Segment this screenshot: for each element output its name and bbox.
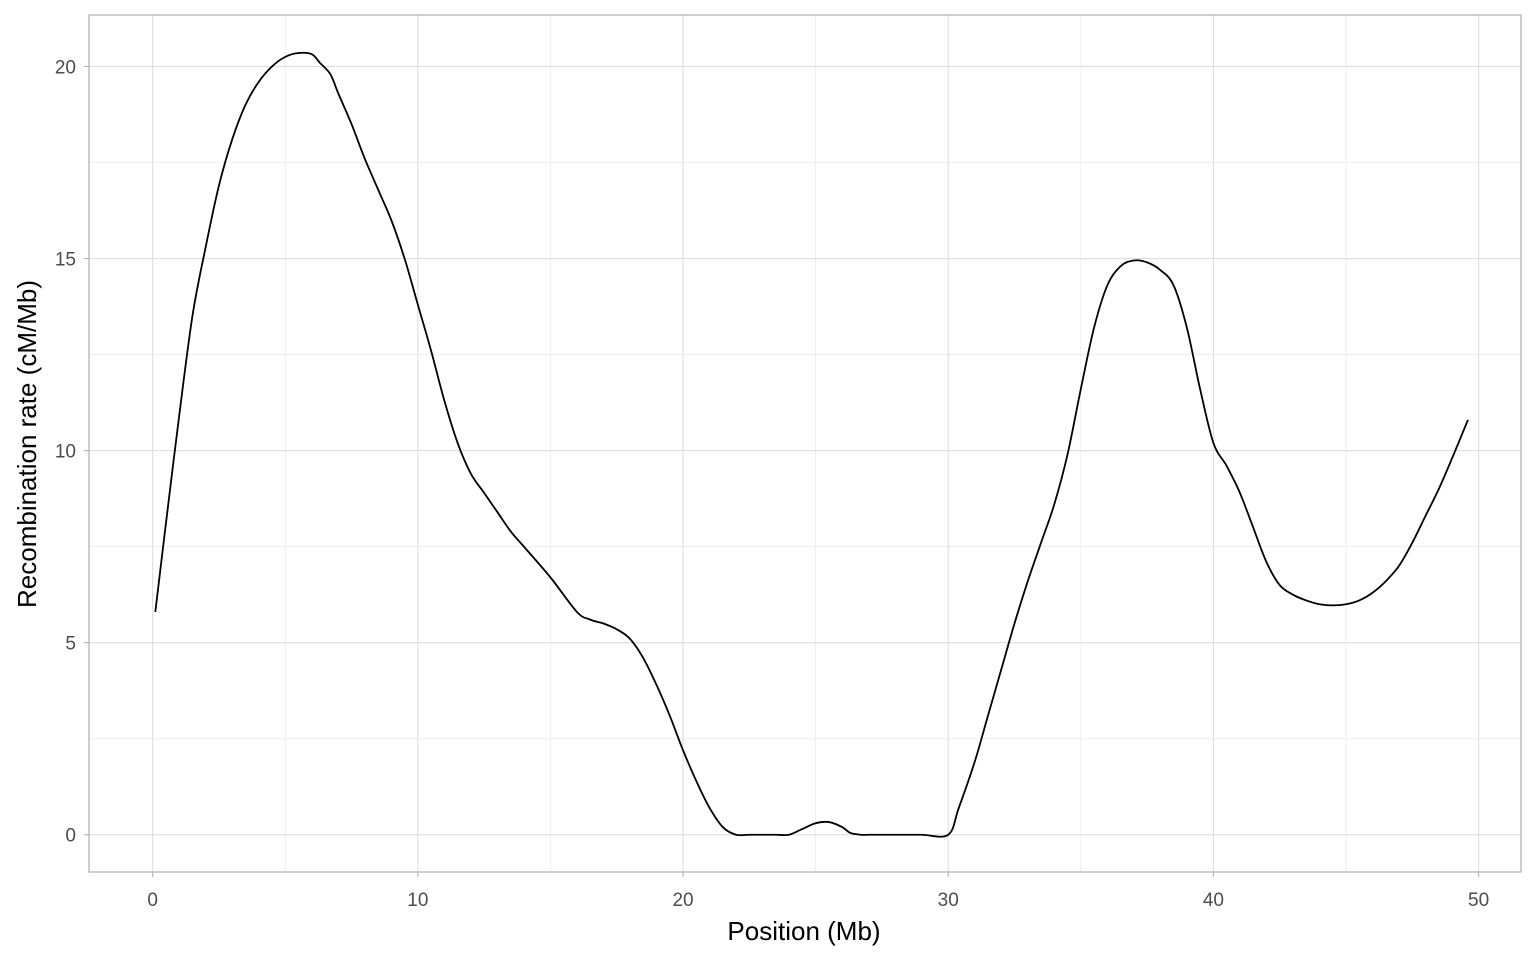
y-tick-label: 0 [65, 826, 76, 847]
x-tick-label: 30 [938, 890, 959, 911]
x-axis-tick-labels: 0 10 20 30 40 50 [147, 890, 1489, 911]
major-gridlines-x [152, 15, 1480, 872]
y-tick-label: 5 [65, 634, 76, 655]
plot-panel-border [88, 14, 1522, 873]
minor-gridlines-y [89, 162, 1521, 740]
x-tick-label: 0 [147, 890, 158, 911]
recombination-rate-line [154, 51, 1469, 838]
y-axis-ticks [84, 65, 89, 836]
y-tick-label: 15 [55, 250, 76, 271]
y-axis-tick-labels: 0 5 10 15 20 [55, 57, 76, 846]
x-tick-label: 50 [1468, 890, 1489, 911]
y-axis-title: Recombination rate (cM/Mb) [12, 280, 42, 608]
series-layer [154, 51, 1469, 838]
x-tick-label: 20 [672, 890, 693, 911]
x-axis-ticks [152, 872, 1480, 877]
y-tick-label: 10 [55, 442, 76, 463]
x-tick-label: 10 [407, 890, 428, 911]
major-gridlines-y [89, 65, 1521, 836]
minor-gridlines-x [284, 15, 1347, 872]
y-tick-label: 20 [55, 57, 76, 78]
x-tick-label: 40 [1203, 890, 1224, 911]
x-axis-title: Position (Mb) [727, 916, 880, 946]
